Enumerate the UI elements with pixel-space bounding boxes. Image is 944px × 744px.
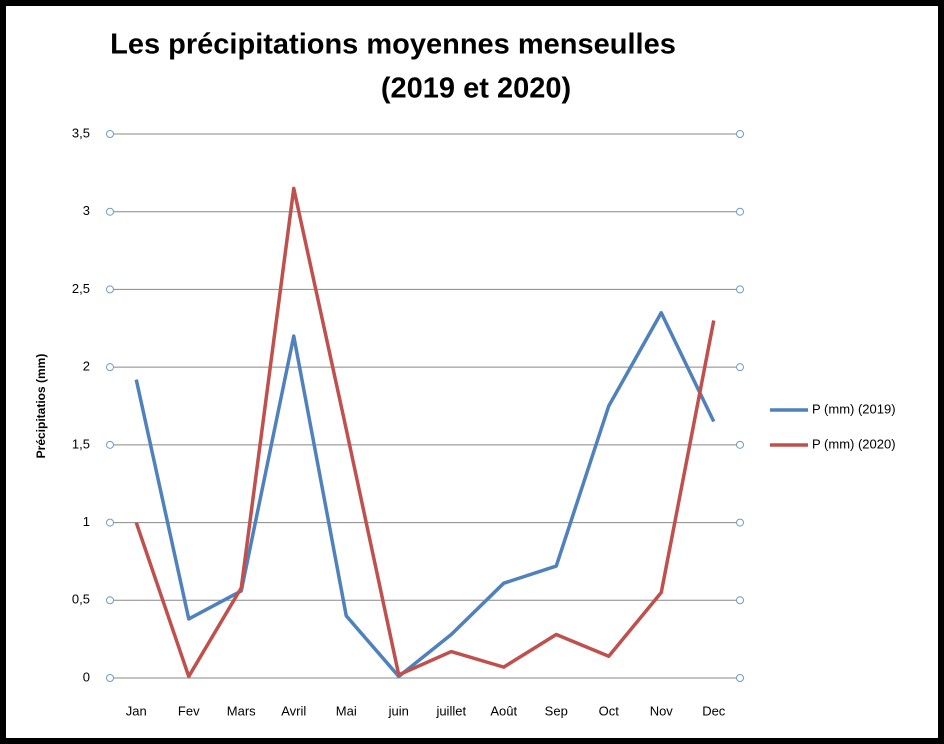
- grid-end-marker: [736, 674, 744, 682]
- y-tick-label: 3: [83, 203, 90, 218]
- grid-end-marker: [736, 440, 744, 449]
- y-tick-label: 2: [83, 359, 90, 374]
- grid-end-marker: [736, 596, 744, 605]
- y-tick-label: 0: [83, 669, 90, 684]
- x-tick-label: juillet: [435, 703, 466, 718]
- legend-label: P (mm) (2020): [812, 436, 896, 451]
- y-tick-label: 1,5: [72, 436, 90, 451]
- x-tick-label: Sep: [545, 703, 568, 718]
- grid-end-marker: [736, 130, 744, 138]
- chart: Les précipitations moyennes menseulles (…: [34, 29, 896, 719]
- grid-end-marker: [106, 207, 114, 216]
- grid-end-marker: [736, 363, 744, 372]
- grid-end-marker: [106, 596, 114, 605]
- x-tick-label: juin: [388, 703, 409, 718]
- legend-label: P (mm) (2019): [812, 401, 896, 416]
- x-tick-label: Fev: [178, 703, 200, 718]
- y-axis-label: Précipitatios (mm): [34, 354, 48, 459]
- chart-title: (2019 et 2020): [381, 73, 571, 105]
- data-line: [134, 310, 716, 679]
- data-line: [134, 186, 716, 679]
- x-tick-label: Mai: [336, 703, 357, 718]
- x-tick-label: Oct: [599, 703, 620, 718]
- x-tick-label: Jan: [126, 703, 147, 718]
- x-tick-label: Dec: [702, 703, 726, 718]
- grid-end-marker: [106, 130, 114, 138]
- y-tick-label: 2,5: [72, 281, 90, 296]
- grid-end-marker: [106, 518, 114, 527]
- grid-end-marker: [106, 440, 114, 449]
- grid-end-marker: [736, 518, 744, 527]
- x-tick-label: Août: [490, 703, 517, 718]
- grid-end-marker: [736, 207, 744, 216]
- grid-end-marker: [736, 285, 744, 294]
- grid-end-marker: [106, 674, 114, 682]
- grid-end-marker: [106, 363, 114, 372]
- x-tick-label: Mars: [227, 703, 256, 718]
- x-tick-label: Nov: [650, 703, 674, 718]
- y-tick-label: 1: [83, 514, 90, 529]
- grid-end-marker: [106, 285, 114, 294]
- y-tick-label: 0,5: [72, 592, 90, 607]
- chart-title: Les précipitations moyennes menseulles: [110, 29, 676, 61]
- y-tick-label: 3,5: [72, 125, 90, 140]
- x-tick-label: Avril: [281, 703, 306, 718]
